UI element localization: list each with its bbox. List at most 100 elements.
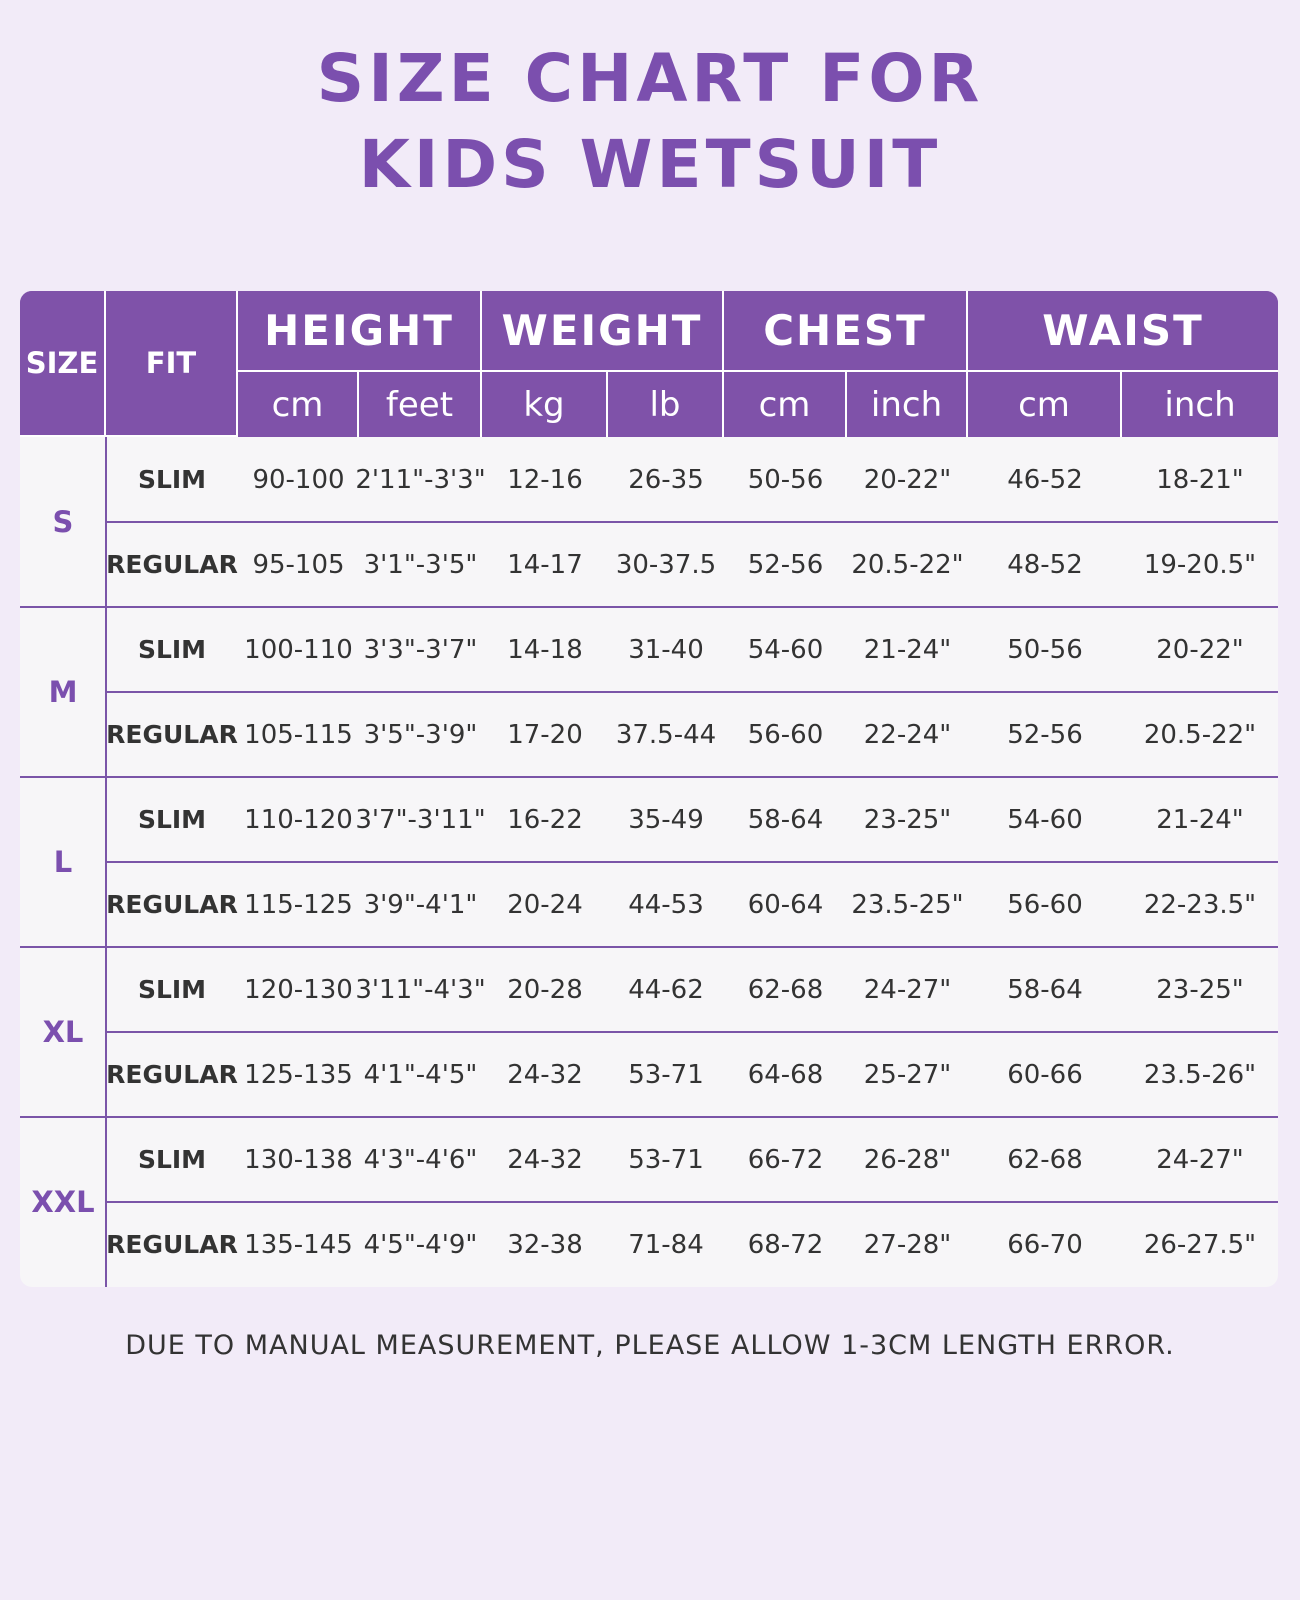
size-label: M [48, 675, 78, 709]
value-cell: 14-17 [507, 549, 583, 580]
value-cell: 20-22" [863, 464, 952, 495]
value-cell: 16-22 [507, 804, 583, 835]
row-divider [106, 521, 1278, 523]
size-label: S [52, 505, 74, 539]
value-cell: 54-60 [1007, 804, 1083, 835]
value-cell: 53-71 [628, 1059, 704, 1090]
header-cell: FIT [106, 291, 238, 437]
value-cell: 62-68 [1007, 1144, 1083, 1175]
row-divider [106, 861, 1278, 863]
size-divider [20, 606, 1278, 608]
value-cell: 50-56 [1007, 634, 1083, 665]
value-cell: 4'5"-4'9" [363, 1229, 478, 1260]
value-cell: 20-28 [507, 974, 583, 1005]
fit-label: SLIM [137, 635, 207, 664]
value-cell: 3'7"-3'11" [355, 804, 486, 835]
value-cell: 54-60 [747, 634, 824, 665]
value-cell: 3'5"-3'9" [363, 719, 478, 750]
header-unit: cm [968, 372, 1122, 437]
value-cell: 22-24" [863, 719, 952, 750]
value-cell: 50-56 [747, 464, 824, 495]
value-cell: 20.5-22" [851, 549, 964, 580]
header-unit: inch [1122, 372, 1278, 437]
value-cell: 60-66 [1007, 1059, 1083, 1090]
column-divider [105, 437, 107, 1287]
value-cell: 4'3"-4'6" [363, 1144, 478, 1175]
value-cell: 17-20 [507, 719, 583, 750]
value-cell: 130-138 [244, 1144, 353, 1175]
value-cell: 23.5-26" [1143, 1059, 1257, 1090]
value-cell: 105-115 [244, 719, 353, 750]
size-label: L [53, 845, 73, 879]
value-cell: 120-130 [244, 974, 353, 1005]
value-cell: 71-84 [628, 1229, 704, 1260]
size-divider [20, 776, 1278, 778]
value-cell: 68-72 [747, 1229, 824, 1260]
header-unit: inch [847, 372, 968, 437]
value-cell: 3'3"-3'7" [363, 634, 478, 665]
value-cell: 66-70 [1007, 1229, 1083, 1260]
value-cell: 19-20.5" [1143, 549, 1257, 580]
value-cell: 110-120 [244, 804, 353, 835]
header-unit: kg [482, 372, 608, 437]
value-cell: 95-105 [252, 549, 345, 580]
value-cell: 46-52 [1007, 464, 1083, 495]
title-line: SIZE CHART FOR [316, 40, 984, 117]
value-cell: 66-72 [747, 1144, 824, 1175]
fit-label: REGULAR [106, 1230, 238, 1259]
value-cell: 35-49 [628, 804, 704, 835]
size-divider [20, 1116, 1278, 1118]
fit-label: SLIM [137, 805, 207, 834]
value-cell: 100-110 [244, 634, 353, 665]
value-cell: 20.5-22" [1143, 719, 1257, 750]
value-cell: 26-27.5" [1143, 1229, 1257, 1260]
value-cell: 52-56 [1007, 719, 1083, 750]
value-cell: 48-52 [1007, 549, 1083, 580]
value-cell: 12-16 [507, 464, 583, 495]
value-cell: 3'11"-4'3" [355, 974, 486, 1005]
fit-label: SLIM [137, 975, 207, 1004]
value-cell: 125-135 [244, 1059, 353, 1090]
size-label: XXL [31, 1185, 95, 1219]
value-cell: 90-100 [252, 464, 345, 495]
value-cell: 37.5-44 [615, 719, 717, 750]
value-cell: 115-125 [244, 889, 353, 920]
fit-label: SLIM [137, 1145, 207, 1174]
value-cell: 24-32 [507, 1144, 583, 1175]
value-cell: 58-64 [747, 804, 824, 835]
header-group: CHEST [724, 291, 968, 372]
value-cell: 22-23.5" [1143, 889, 1257, 920]
value-cell: 4'1"-4'5" [363, 1059, 478, 1090]
fit-label: REGULAR [106, 890, 238, 919]
header-cell: SIZE [20, 291, 106, 437]
footnote: DUE TO MANUAL MEASUREMENT, PLEASE ALLOW … [125, 1330, 1175, 1361]
value-cell: 62-68 [747, 974, 824, 1005]
title-line: KIDS WETSUIT [358, 126, 942, 203]
value-cell: 26-35 [628, 464, 704, 495]
value-cell: 20-22" [1156, 634, 1244, 665]
value-cell: 44-53 [628, 889, 704, 920]
header-group: WAIST [968, 291, 1278, 372]
row-divider [106, 691, 1278, 693]
fit-label: REGULAR [106, 550, 238, 579]
value-cell: 23-25" [1156, 974, 1244, 1005]
row-divider [106, 1031, 1278, 1033]
value-cell: 3'9"-4'1" [363, 889, 478, 920]
value-cell: 60-64 [747, 889, 824, 920]
value-cell: 14-18 [507, 634, 583, 665]
value-cell: 24-32 [507, 1059, 583, 1090]
value-cell: 30-37.5 [615, 549, 717, 580]
value-cell: 26-28" [863, 1144, 952, 1175]
header-group: WEIGHT [482, 291, 724, 372]
fit-label: SLIM [137, 465, 207, 494]
value-cell: 23-25" [863, 804, 952, 835]
value-cell: 2'11"-3'3" [355, 464, 486, 495]
size-divider [20, 946, 1278, 948]
value-cell: 58-64 [1007, 974, 1083, 1005]
value-cell: 3'1"-3'5" [363, 549, 478, 580]
value-cell: 135-145 [244, 1229, 353, 1260]
value-cell: 44-62 [628, 974, 704, 1005]
fit-label: REGULAR [106, 720, 238, 749]
header-unit: cm [724, 372, 847, 437]
